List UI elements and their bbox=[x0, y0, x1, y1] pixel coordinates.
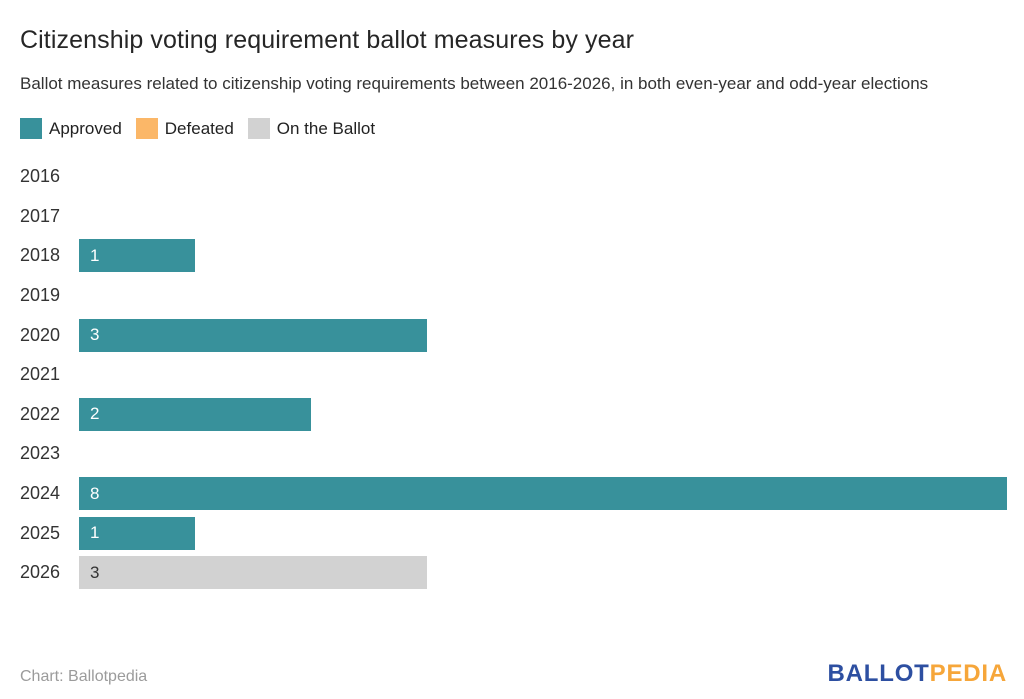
bar-value-label: 1 bbox=[90, 523, 100, 543]
chart-row: 2016 bbox=[20, 157, 1007, 197]
bar-area bbox=[79, 279, 1007, 312]
bar-on-the-ballot: 3 bbox=[79, 556, 427, 590]
year-label: 2016 bbox=[20, 166, 61, 187]
chart-row: 2026 3 bbox=[20, 553, 1007, 593]
bar-area: 1 bbox=[79, 239, 1007, 273]
chart-credit: Chart: Ballotpedia bbox=[20, 668, 148, 685]
bar-area bbox=[79, 437, 1007, 470]
year-label: 2024 bbox=[20, 483, 61, 504]
legend-label: Defeated bbox=[164, 118, 234, 138]
bar-value-label: 3 bbox=[90, 562, 100, 582]
bar-approved: 3 bbox=[79, 318, 427, 352]
legend-swatch-icon bbox=[20, 118, 42, 139]
bar-approved: 2 bbox=[79, 397, 311, 431]
logo-text-pedia: PEDIA bbox=[929, 660, 1007, 687]
chart-row: 2021 bbox=[20, 355, 1007, 395]
bar-area bbox=[79, 200, 1007, 233]
chart-row: 2019 bbox=[20, 276, 1007, 316]
bar-value-label: 2 bbox=[90, 404, 100, 424]
chart-row: 2022 2 bbox=[20, 395, 1007, 435]
bar-approved: 1 bbox=[79, 516, 195, 550]
chart-row: 2024 8 bbox=[20, 474, 1007, 514]
bar-value-label: 8 bbox=[90, 483, 100, 503]
bar-area: 2 bbox=[79, 397, 1007, 431]
year-label: 2018 bbox=[20, 245, 61, 266]
ballotpedia-logo: BALLOTPEDIA bbox=[828, 662, 1007, 686]
bar-area: 3 bbox=[79, 318, 1007, 352]
chart-row: 2020 3 bbox=[20, 315, 1007, 355]
legend-swatch-icon bbox=[135, 118, 158, 139]
legend-item-approved: Approved bbox=[20, 118, 122, 139]
chart-subtitle: Ballot measures related to citizenship v… bbox=[20, 73, 929, 93]
chart-title: Citizenship voting requirement ballot me… bbox=[20, 26, 635, 54]
year-label: 2021 bbox=[20, 364, 61, 385]
bar-area bbox=[79, 358, 1007, 391]
year-label: 2017 bbox=[20, 205, 61, 226]
bar-area bbox=[79, 160, 1007, 193]
year-label: 2020 bbox=[20, 324, 61, 345]
bar-chart: 2016 2017 2018 1 2019 2020 3 2021 2022 2 2023 2024 8… bbox=[20, 157, 1007, 593]
legend-label: On the Ballot bbox=[276, 118, 376, 138]
chart-row: 2017 bbox=[20, 197, 1007, 237]
bar-area: 8 bbox=[79, 477, 1007, 511]
legend-swatch-icon bbox=[247, 118, 270, 139]
legend-item-defeated: Defeated bbox=[135, 118, 234, 139]
year-label: 2019 bbox=[20, 285, 61, 306]
bar-value-label: 3 bbox=[90, 325, 100, 345]
bar-approved: 8 bbox=[79, 477, 1007, 511]
chart-row: 2018 1 bbox=[20, 236, 1007, 276]
year-label: 2026 bbox=[20, 562, 61, 583]
legend-label: Approved bbox=[49, 118, 122, 138]
year-label: 2025 bbox=[20, 522, 61, 543]
logo-text-ballot: BALLOT bbox=[827, 660, 930, 687]
legend-item-on-the-ballot: On the Ballot bbox=[247, 118, 376, 139]
bar-area: 3 bbox=[79, 556, 1007, 590]
bar-value-label: 1 bbox=[90, 245, 100, 265]
chart-row: 2025 1 bbox=[20, 513, 1007, 553]
year-label: 2023 bbox=[20, 443, 61, 464]
bar-approved: 1 bbox=[79, 239, 195, 273]
year-label: 2022 bbox=[20, 403, 61, 424]
chart-footer: Chart: Ballotpedia BALLOTPEDIA bbox=[20, 662, 1007, 686]
chart-row: 2023 bbox=[20, 434, 1007, 474]
legend: Approved Defeated On the Ballot bbox=[20, 118, 1007, 139]
bar-area: 1 bbox=[79, 516, 1007, 550]
